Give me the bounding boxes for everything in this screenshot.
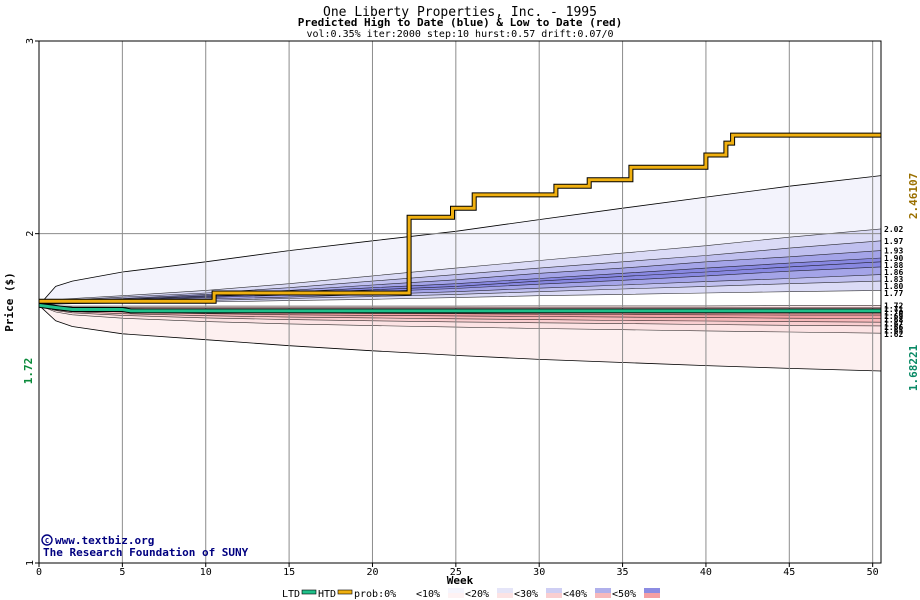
watermark-site: www.textbiz.org: [55, 534, 154, 547]
predicted-high-label: 2.46107: [907, 173, 920, 219]
chart-subtitle: Predicted High to Date (blue) & Low to D…: [298, 16, 623, 29]
legend-items: <10% <20% <30% <40% <50%: [416, 588, 660, 600]
band-end-label: 1.77: [884, 289, 903, 298]
band-end-label: 1.67: [884, 319, 903, 328]
legend-swatch-red: [497, 593, 513, 598]
copyright-icon-glyph: C: [45, 537, 49, 545]
legend-htd-label: HTD: [318, 589, 336, 600]
band-end-label: 1.83: [884, 275, 903, 284]
band-end-label: 1.88: [884, 261, 903, 270]
band-end-label: 1.80: [884, 282, 903, 291]
y-tick-label: 2: [25, 231, 36, 237]
legend-swatch-red: [448, 593, 464, 598]
low-band-0: [39, 305, 881, 308]
x-tick-label: 0: [36, 567, 42, 578]
legend-swatch-red: [546, 593, 562, 598]
legend-swatch-red: [644, 593, 660, 598]
x-axis-label: Week: [447, 574, 474, 587]
legend-swatch-blue: [546, 588, 562, 593]
low-band-7: [39, 305, 881, 334]
current-price-label: 1.72: [22, 358, 35, 385]
low-band-4: [39, 305, 881, 319]
legend-swatch-red: [595, 593, 611, 598]
band-end-label: 2.02: [884, 225, 903, 234]
legend-item-label: <10%: [416, 589, 440, 600]
band-end-label: 1.62: [884, 330, 903, 339]
band-end-labels: 2.02 1.971.931.901.881.861.831.801.77 1.72…: [884, 225, 903, 339]
y-tick-label: 1: [25, 560, 36, 566]
band-end-label: 1.66: [884, 323, 903, 332]
band-end-label: 1.93: [884, 247, 903, 256]
chart-title: One Liberty Properties, Inc. - 1995: [323, 5, 597, 20]
legend-swatch-blue: [595, 588, 611, 593]
legend-item-label: <30%: [514, 589, 538, 600]
legend-swatch-blue: [448, 588, 464, 593]
band-end-label: 1.69: [884, 312, 903, 321]
watermark: C www.textbiz.org The Research Foundatio…: [41, 534, 249, 559]
ltd-line: [38, 303, 881, 313]
band-end-label: 1.90: [884, 254, 903, 263]
copyright-icon: [41, 534, 53, 546]
low-band-5: [39, 305, 881, 323]
x-tick-label: 25: [450, 567, 462, 578]
x-tick-label: 10: [200, 567, 212, 578]
legend-htd-swatch: [337, 589, 353, 595]
to-date-lines: [38, 132, 881, 314]
x-axis-ticks: 0 5 10 15 20 25 30 35 40 45 50: [36, 563, 879, 578]
band-end-label: 1.71: [884, 305, 903, 314]
legend-swatch-0: [398, 588, 414, 598]
x-tick-label: 35: [617, 567, 629, 578]
y-axis-label: Price ($): [3, 272, 16, 332]
y-axis-ticks: 1 2 3: [25, 38, 39, 566]
predicted-low-label: 1.68221: [907, 344, 920, 391]
x-tick-label: 40: [700, 567, 712, 578]
y-tick-label: 3: [25, 38, 36, 44]
legend-prob-label: prob:0%: [354, 589, 396, 600]
x-tick-label: 50: [867, 567, 879, 578]
legend: LTD HTD prob:0% <10% <20% <30% <40% <50%: [282, 588, 660, 600]
legend-item-label: <50%: [612, 589, 636, 600]
band-end-label: 1.65: [884, 327, 903, 336]
band-end-label: 1.68: [884, 316, 903, 325]
x-tick-label: 5: [119, 567, 125, 578]
x-tick-label: 20: [366, 567, 378, 578]
plot-frame: [38, 40, 882, 564]
legend-item-label: <20%: [465, 589, 489, 600]
x-tick-label: 45: [783, 567, 795, 578]
legend-swatch-blue: [497, 588, 513, 593]
legend-swatch-blue: [644, 588, 660, 593]
legend-ltd-label: LTD: [282, 589, 300, 600]
x-tick-label: 30: [533, 567, 545, 578]
watermark-org: The Research Foundation of SUNY: [43, 546, 249, 559]
chart-params: vol:0.35% iter:2000 step:10 hurst:0.57 d…: [306, 29, 613, 40]
htd-line: [39, 133, 881, 303]
band-end-label: 1.97: [884, 237, 903, 246]
x-tick-label: 15: [283, 567, 295, 578]
legend-ltd-swatch: [301, 589, 317, 595]
band-end-label: 1.72: [884, 301, 903, 310]
band-end-label: 1.70: [884, 309, 903, 318]
band-end-label: 1.86: [884, 268, 903, 277]
legend-item-label: <40%: [563, 589, 587, 600]
